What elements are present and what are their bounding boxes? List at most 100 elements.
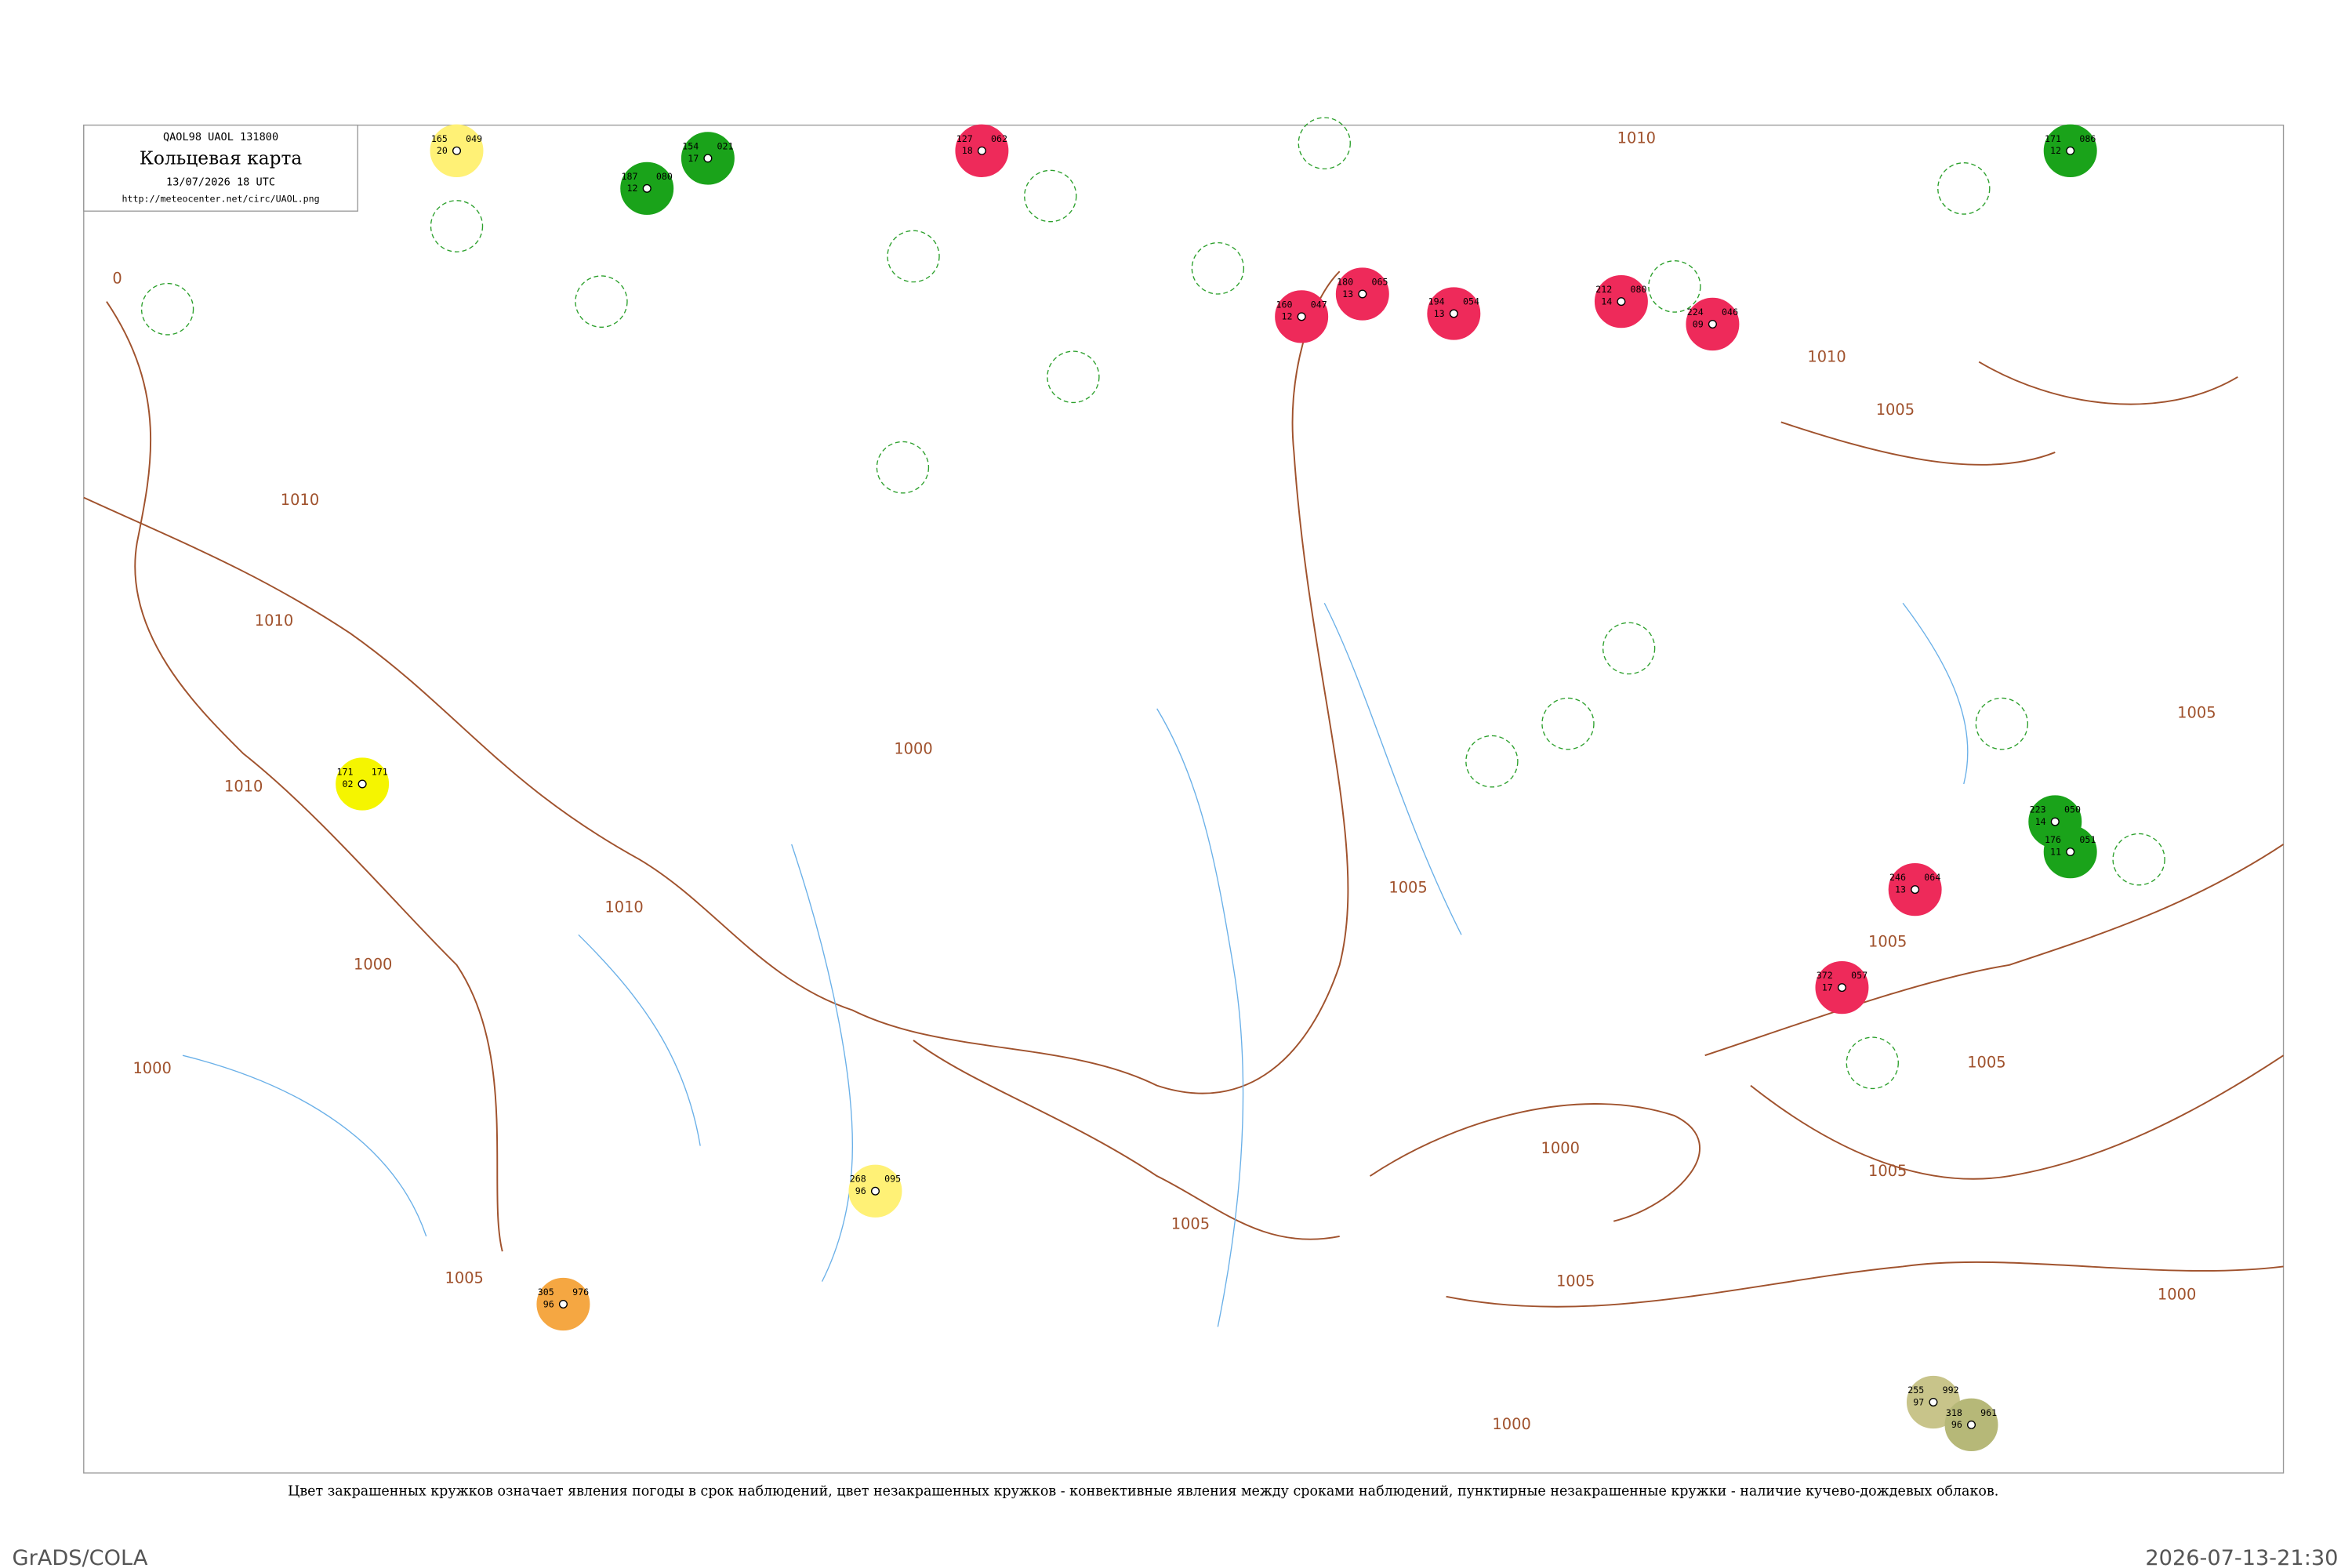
cb-cloud-circle bbox=[1047, 350, 1100, 404]
station-dew: 057 bbox=[1851, 970, 1867, 981]
station-dew: 064 bbox=[1924, 872, 1940, 883]
station-temp: 18 bbox=[962, 145, 973, 156]
station-dew: 095 bbox=[884, 1174, 901, 1185]
cb-cloud-circle bbox=[575, 275, 628, 328]
station-temp: 13 bbox=[1895, 884, 1906, 895]
station-temp: 14 bbox=[2035, 816, 2046, 827]
header-date: 13/07/2026 18 UTC bbox=[166, 176, 275, 189]
cb-cloud-circle bbox=[1191, 241, 1245, 295]
station-temp: 97 bbox=[1913, 1396, 1924, 1407]
cb-cloud-circle bbox=[876, 441, 930, 494]
cb-cloud-circle bbox=[887, 230, 940, 283]
station-dot bbox=[2050, 817, 2060, 826]
station-dew: 051 bbox=[2079, 834, 2096, 845]
station-pressure: 187 bbox=[622, 171, 638, 182]
station-dot bbox=[1449, 309, 1458, 318]
isobar-label: 1005 bbox=[1868, 933, 1907, 951]
isobar-label: 1010 bbox=[255, 612, 293, 630]
isobar-label: 1000 bbox=[2158, 1286, 2196, 1304]
footer-right: 2026-07-13-21:30 bbox=[2145, 1546, 2338, 1568]
station-pressure: 176 bbox=[2045, 834, 2061, 845]
station-dot bbox=[642, 183, 652, 193]
station-dew: 062 bbox=[991, 133, 1007, 144]
station-pressure: 180 bbox=[1337, 277, 1353, 288]
station-temp: 13 bbox=[1342, 289, 1353, 299]
station-temp: 17 bbox=[688, 153, 699, 164]
station-pressure: 212 bbox=[1595, 284, 1612, 295]
station-temp: 13 bbox=[1434, 308, 1445, 319]
station-pressure: 318 bbox=[1946, 1407, 1962, 1418]
isobar-label: 1010 bbox=[604, 898, 643, 916]
station-dew: 054 bbox=[1463, 296, 1479, 307]
cb-cloud-circle bbox=[140, 282, 194, 336]
station-pressure: 246 bbox=[1889, 872, 1906, 883]
isobar-label: 1010 bbox=[281, 491, 319, 509]
header-url: http://meteocenter.net/circ/UAOL.png bbox=[122, 194, 319, 205]
header-title: Кольцевая карта bbox=[140, 148, 303, 169]
station-temp: 11 bbox=[2050, 846, 2061, 857]
header-box bbox=[83, 124, 358, 212]
station-pressure: 194 bbox=[1428, 296, 1445, 307]
cb-cloud-circle bbox=[1937, 162, 1991, 215]
station-temp: 96 bbox=[1951, 1419, 1962, 1430]
station-dot bbox=[358, 779, 367, 789]
isobar-label: 0 bbox=[112, 270, 122, 288]
station-pressure: 305 bbox=[538, 1287, 554, 1298]
station-temp: 17 bbox=[1822, 982, 1833, 993]
isobar-label: 1005 bbox=[1171, 1214, 1210, 1232]
station-dew: 049 bbox=[466, 133, 482, 144]
station-dew: 992 bbox=[1943, 1385, 1959, 1396]
station-pressure: 372 bbox=[1817, 970, 1833, 981]
cb-cloud-circle bbox=[1541, 697, 1595, 750]
station-dew: 065 bbox=[1371, 277, 1388, 288]
cb-cloud-circle bbox=[430, 200, 484, 252]
station-temp: 14 bbox=[1601, 296, 1612, 307]
station-dot bbox=[1617, 297, 1626, 307]
isobar-label: 1000 bbox=[354, 956, 392, 974]
cb-cloud-circle bbox=[1975, 697, 2029, 750]
station-temp: 96 bbox=[543, 1298, 554, 1309]
station-pressure: 154 bbox=[682, 140, 699, 151]
station-pressure: 255 bbox=[1907, 1385, 1924, 1396]
cb-cloud-circle bbox=[1465, 735, 1519, 788]
station-dot bbox=[870, 1186, 880, 1196]
station-dew: 086 bbox=[2079, 133, 2096, 144]
station-temp: 02 bbox=[342, 779, 353, 789]
station-temp: 96 bbox=[855, 1185, 866, 1196]
isobar-label: 1000 bbox=[894, 740, 932, 758]
cb-cloud-circle bbox=[1024, 169, 1077, 223]
isobar-label: 1010 bbox=[224, 778, 263, 796]
station-dot bbox=[703, 154, 713, 163]
station-dot bbox=[1358, 289, 1367, 299]
isobar-label: 1010 bbox=[1617, 129, 1656, 147]
station-dew: 961 bbox=[1980, 1407, 1997, 1418]
isobar-lines bbox=[83, 270, 2285, 1308]
station-dew: 080 bbox=[1631, 284, 1647, 295]
station-dot bbox=[1837, 983, 1846, 993]
isobar-label: 1005 bbox=[1388, 879, 1427, 897]
station-dot bbox=[452, 146, 462, 155]
station-dot bbox=[1966, 1420, 1976, 1429]
isobar-label: 1010 bbox=[1807, 348, 1846, 366]
station-dot bbox=[558, 1300, 568, 1308]
station-dot bbox=[2066, 848, 2075, 857]
isobar-label: 1000 bbox=[1541, 1139, 1580, 1157]
station-pressure: 127 bbox=[956, 133, 973, 144]
cb-cloud-circle bbox=[1648, 260, 1701, 313]
station-dot bbox=[2066, 146, 2075, 155]
station-pressure: 171 bbox=[2045, 133, 2061, 144]
station-temp: 20 bbox=[437, 145, 448, 156]
isobar-label: 1005 bbox=[1556, 1272, 1595, 1290]
isobar-label: 1000 bbox=[132, 1059, 171, 1077]
station-pressure: 223 bbox=[2030, 804, 2046, 815]
cb-cloud-circle bbox=[1846, 1036, 1899, 1090]
isobar-label: 1005 bbox=[1967, 1054, 2005, 1072]
isobar-label: 1005 bbox=[445, 1269, 484, 1287]
isobar-label: 1005 bbox=[2177, 703, 2216, 721]
isobar-label: 1000 bbox=[1492, 1415, 1530, 1433]
station-pressure: 165 bbox=[431, 133, 448, 144]
rivers bbox=[182, 602, 1969, 1327]
footer-left: GrADS/COLA bbox=[13, 1546, 148, 1568]
cb-cloud-circle bbox=[1298, 117, 1351, 170]
